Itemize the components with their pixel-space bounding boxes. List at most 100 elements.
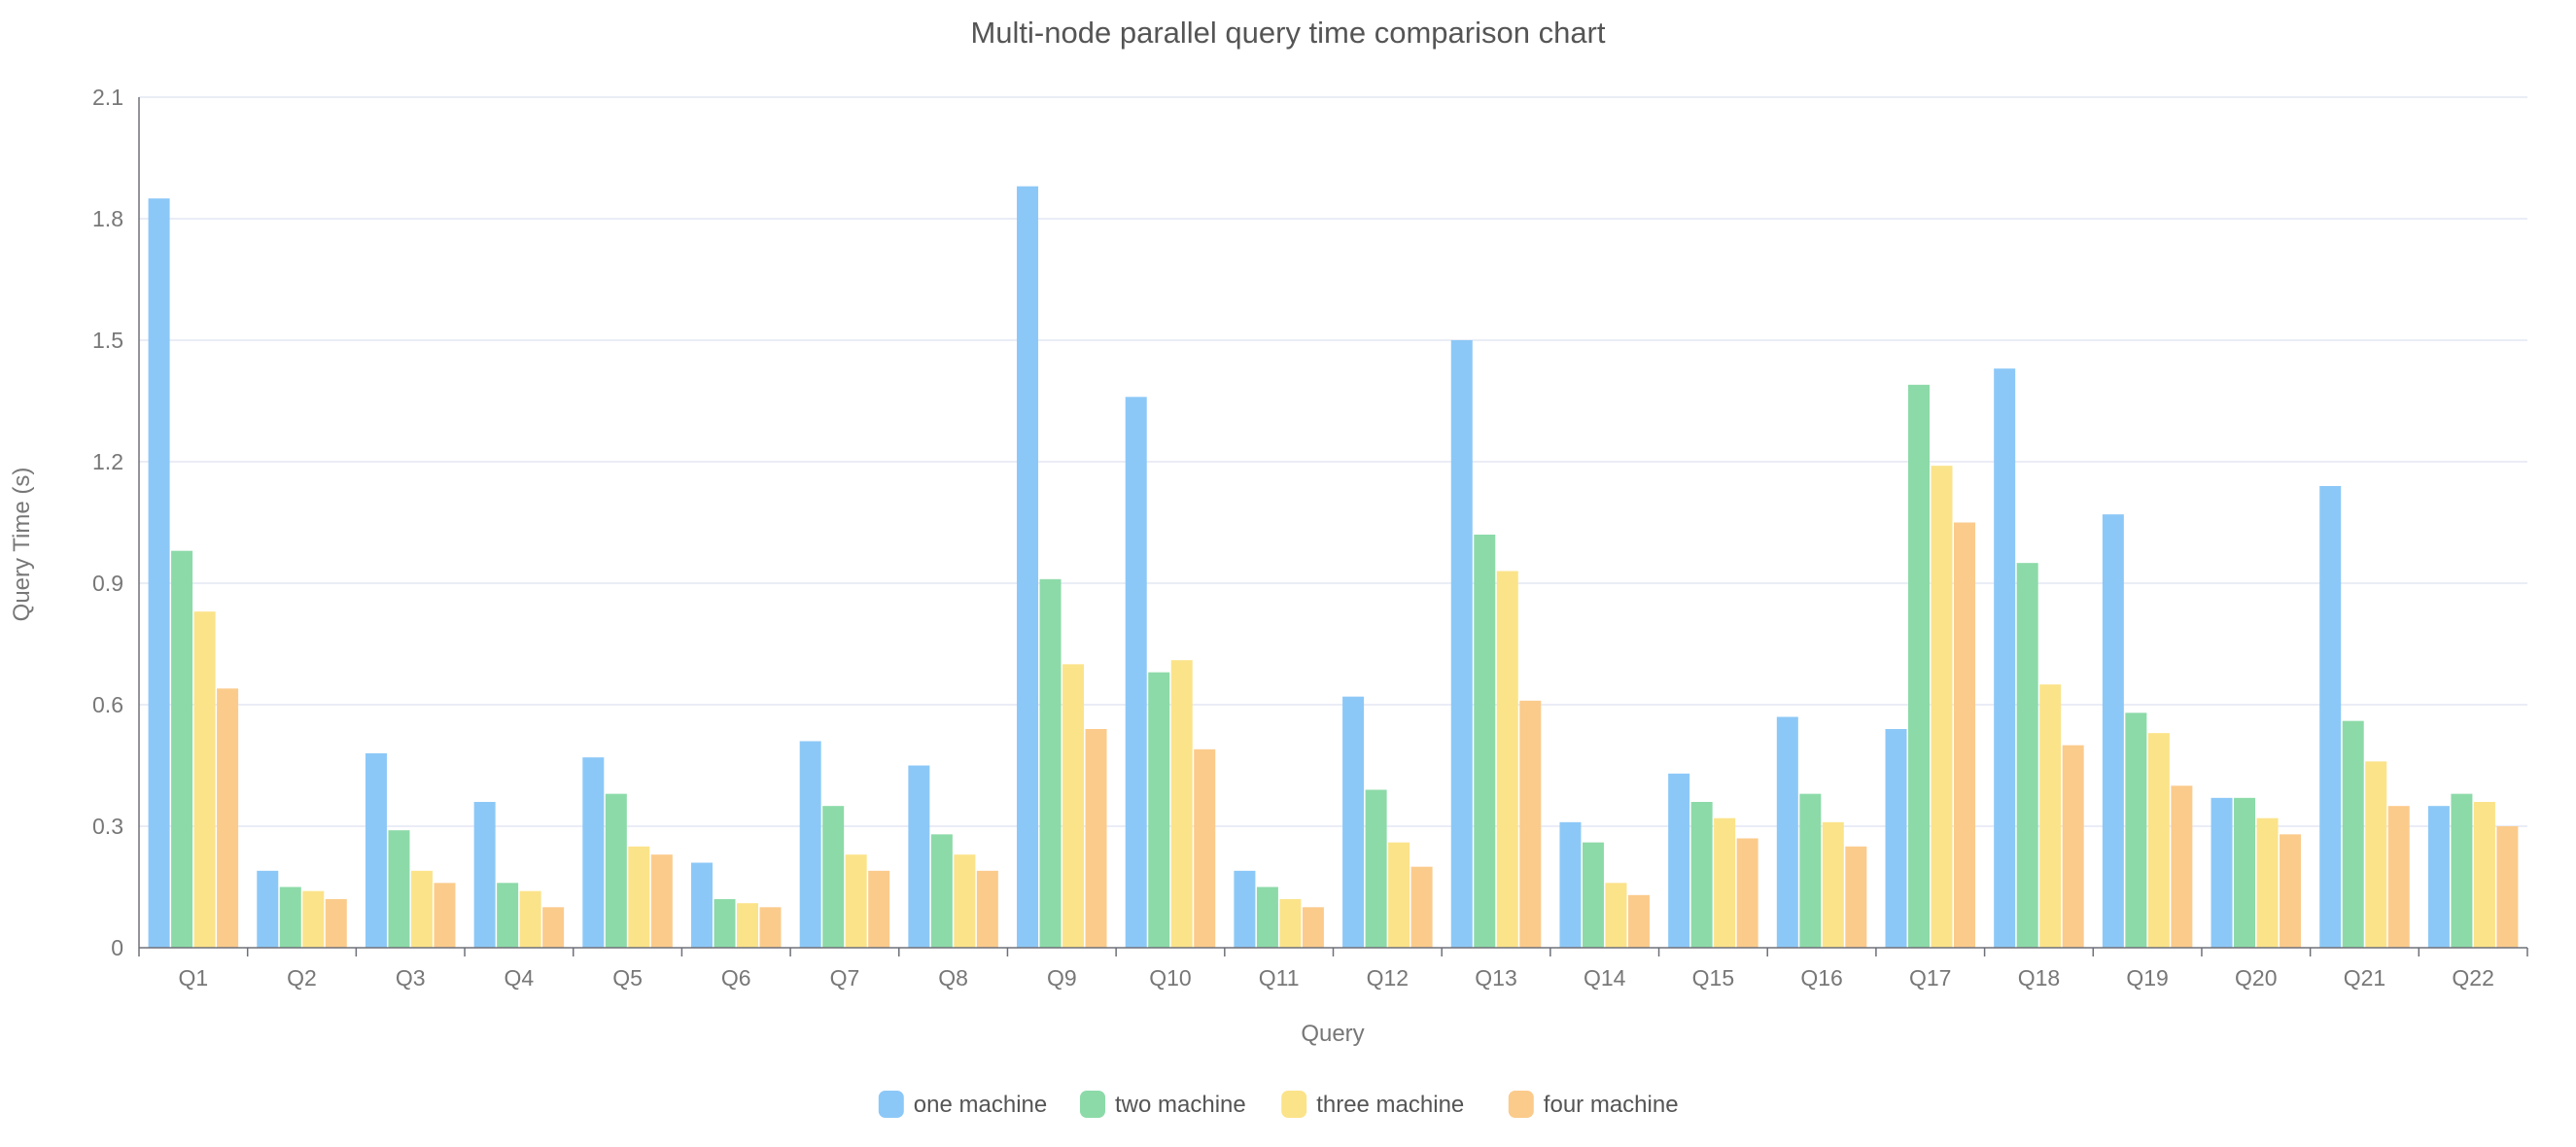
bar-q6-series-4[interactable]: [759, 907, 782, 948]
bar-q6-series-3[interactable]: [737, 903, 758, 948]
bar-q11-series-2[interactable]: [1256, 886, 1278, 949]
bar-q11-series-3[interactable]: [1279, 899, 1302, 948]
bar-q13-series-1[interactable]: [1450, 340, 1473, 948]
bar-q19-series-4[interactable]: [2171, 785, 2193, 948]
bar-q13-series-4[interactable]: [1519, 700, 1542, 948]
bar-q14-series-3[interactable]: [1605, 883, 1627, 948]
bar-q2-series-2[interactable]: [279, 886, 301, 949]
bar-q2-series-4[interactable]: [325, 899, 347, 948]
bar-q22-series-3[interactable]: [2473, 802, 2495, 948]
bar-q15-series-1[interactable]: [1668, 773, 1690, 948]
bar-q8-series-1[interactable]: [908, 765, 930, 949]
bar-q12-series-4[interactable]: [1410, 866, 1433, 948]
legend-label: four machine: [1544, 1092, 1679, 1118]
bar-q5-series-2[interactable]: [605, 793, 627, 948]
bar-q6-series-1[interactable]: [691, 862, 713, 949]
bar-q18-series-2[interactable]: [2016, 563, 2038, 948]
bar-q4-series-3[interactable]: [519, 890, 541, 948]
bar-q14-series-2[interactable]: [1582, 842, 1604, 948]
bar-q2-series-3[interactable]: [302, 890, 325, 948]
bar-q20-series-2[interactable]: [2234, 797, 2256, 948]
bar-q15-series-4[interactable]: [1736, 838, 1758, 949]
bar-q15-series-2[interactable]: [1690, 802, 1713, 948]
y-tick-label: 0.9: [92, 571, 123, 596]
bar-q9-series-1[interactable]: [1017, 186, 1039, 948]
bar-q16-series-4[interactable]: [1845, 846, 1867, 948]
bar-q17-series-4[interactable]: [1954, 522, 1975, 949]
bar-q5-series-1[interactable]: [582, 757, 605, 948]
bar-q14-series-1[interactable]: [1559, 821, 1582, 948]
bar-q20-series-4[interactable]: [2280, 834, 2302, 948]
bar-q13-series-3[interactable]: [1496, 571, 1518, 949]
bar-q21-series-4[interactable]: [2387, 806, 2410, 948]
bar-q22-series-1[interactable]: [2427, 806, 2450, 948]
legend-item-series-3[interactable]: three machine: [1281, 1091, 1464, 1118]
bar-q12-series-2[interactable]: [1365, 789, 1387, 949]
bar-q17-series-2[interactable]: [1908, 384, 1930, 948]
bar-q3-series-1[interactable]: [365, 753, 387, 948]
bar-q17-series-1[interactable]: [1885, 729, 1907, 948]
y-axis-title: Query Time (s): [9, 468, 35, 622]
bar-q21-series-1[interactable]: [2319, 486, 2342, 948]
bar-q20-series-1[interactable]: [2210, 797, 2233, 948]
bar-q1-series-3[interactable]: [193, 611, 216, 948]
bar-q9-series-4[interactable]: [1085, 729, 1107, 948]
bar-q18-series-3[interactable]: [2039, 684, 2062, 948]
bar-q16-series-2[interactable]: [1799, 793, 1822, 948]
bar-q11-series-1[interactable]: [1234, 870, 1256, 948]
bar-q7-series-2[interactable]: [822, 806, 845, 948]
x-tick-label: Q20: [2235, 965, 2277, 991]
bar-q9-series-3[interactable]: [1062, 664, 1085, 948]
bar-q8-series-3[interactable]: [954, 854, 976, 948]
bar-q2-series-1[interactable]: [257, 870, 279, 948]
y-tick-label: 1.8: [92, 206, 123, 231]
bar-q16-series-3[interactable]: [1822, 821, 1844, 948]
bar-q4-series-1[interactable]: [473, 802, 496, 948]
bar-q18-series-1[interactable]: [1994, 368, 2016, 949]
bar-q6-series-2[interactable]: [714, 899, 736, 948]
bar-q19-series-3[interactable]: [2147, 733, 2170, 948]
bar-q7-series-1[interactable]: [799, 741, 821, 949]
bar-q7-series-4[interactable]: [868, 870, 890, 948]
legend-item-series-2[interactable]: two machine: [1080, 1091, 1246, 1118]
bar-q22-series-2[interactable]: [2451, 793, 2473, 948]
bar-q10-series-2[interactable]: [1148, 672, 1170, 948]
bar-q11-series-4[interactable]: [1302, 907, 1324, 948]
bar-q18-series-4[interactable]: [2062, 745, 2084, 948]
legend-item-series-1[interactable]: one machine: [878, 1091, 1047, 1118]
bar-q1-series-2[interactable]: [171, 550, 193, 948]
bar-q3-series-2[interactable]: [388, 830, 410, 948]
bar-q5-series-4[interactable]: [650, 854, 673, 948]
bar-q3-series-3[interactable]: [410, 870, 433, 948]
bar-q9-series-2[interactable]: [1039, 578, 1062, 948]
bar-q17-series-3[interactable]: [1931, 466, 1953, 948]
bar-q20-series-3[interactable]: [2256, 817, 2279, 948]
bar-q19-series-2[interactable]: [2125, 713, 2147, 948]
bar-q4-series-2[interactable]: [497, 883, 519, 948]
bar-q10-series-1[interactable]: [1125, 397, 1147, 948]
bar-q10-series-4[interactable]: [1194, 748, 1216, 948]
bar-q21-series-2[interactable]: [2342, 720, 2364, 948]
bar-q1-series-4[interactable]: [217, 688, 239, 948]
bar-q12-series-1[interactable]: [1342, 696, 1365, 948]
bar-q7-series-3[interactable]: [845, 854, 867, 948]
legend-swatch: [1080, 1091, 1105, 1118]
bar-q8-series-2[interactable]: [930, 834, 953, 948]
bar-q1-series-1[interactable]: [148, 198, 170, 948]
grid-lines: [139, 96, 2527, 827]
bar-q10-series-3[interactable]: [1170, 660, 1193, 948]
bar-q12-series-3[interactable]: [1388, 842, 1410, 948]
bar-q8-series-4[interactable]: [976, 870, 998, 948]
bar-q4-series-4[interactable]: [542, 907, 565, 948]
x-tick-label: Q15: [1692, 965, 1734, 991]
bar-q19-series-1[interactable]: [2102, 514, 2124, 948]
bar-q21-series-3[interactable]: [2365, 761, 2387, 948]
bar-q14-series-4[interactable]: [1627, 894, 1650, 948]
bar-q22-series-4[interactable]: [2496, 826, 2519, 948]
bar-q13-series-2[interactable]: [1474, 535, 1496, 948]
bar-q5-series-3[interactable]: [628, 846, 650, 948]
bar-q16-series-1[interactable]: [1776, 716, 1798, 949]
legend-item-series-4[interactable]: four machine: [1508, 1091, 1679, 1118]
bar-q15-series-3[interactable]: [1714, 817, 1736, 948]
bar-q3-series-4[interactable]: [434, 883, 456, 948]
